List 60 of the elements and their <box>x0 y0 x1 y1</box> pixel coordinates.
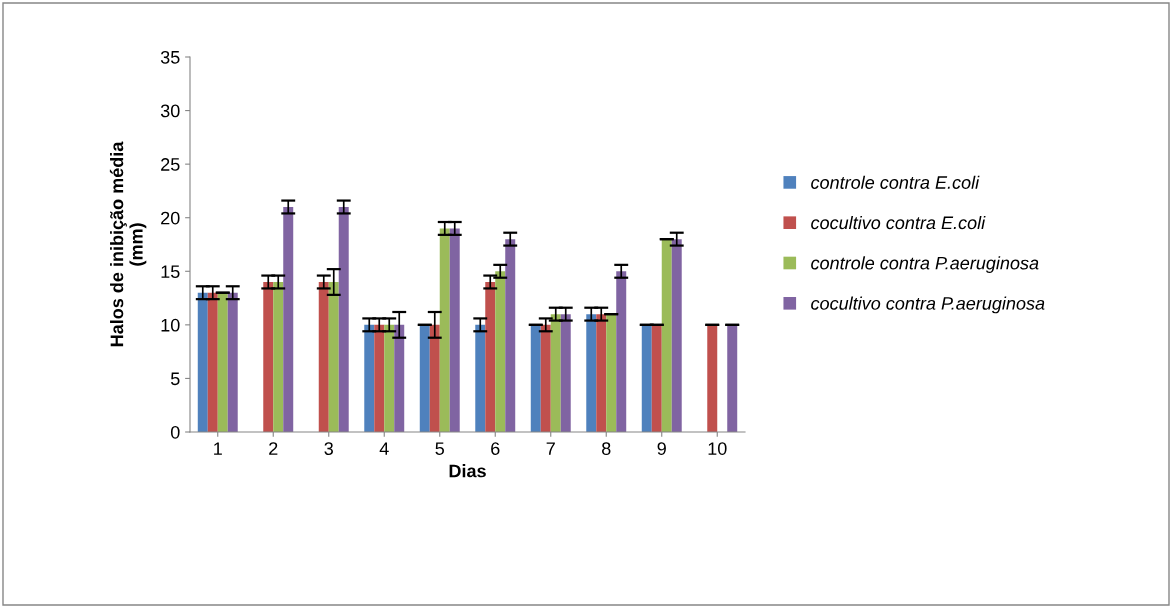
bar <box>707 324 718 432</box>
bar <box>550 314 561 432</box>
bar <box>606 314 617 432</box>
bar <box>449 228 460 432</box>
bar <box>283 207 294 432</box>
bar <box>429 324 440 432</box>
legend-label: cocultivo contra E.coli <box>811 215 986 230</box>
legend-label: controle contra E.coli <box>811 175 980 189</box>
y-tick-label: 25 <box>161 158 180 171</box>
bar <box>530 324 541 432</box>
bar <box>207 292 218 432</box>
bar <box>586 314 597 432</box>
bar <box>364 324 375 432</box>
x-tick-label: 5 <box>435 442 445 455</box>
bar <box>560 314 571 432</box>
bar <box>384 324 395 432</box>
x-axis-title: Dias <box>449 464 486 478</box>
bar <box>727 324 738 432</box>
y-axis-title: Halos de inibição média (mm) <box>109 141 147 347</box>
x-tick-label: 6 <box>491 442 500 455</box>
x-tick-label: 10 <box>708 442 727 455</box>
bar <box>273 282 284 432</box>
x-tick-label: 2 <box>269 442 278 455</box>
bar <box>263 282 274 432</box>
bar <box>475 324 486 432</box>
bar <box>596 314 607 432</box>
bar <box>540 324 551 432</box>
bar <box>439 228 450 432</box>
bar <box>328 282 339 432</box>
legend-label: controle contra P.aeruginosa <box>811 256 1039 274</box>
bar <box>616 271 627 432</box>
bar <box>651 324 662 432</box>
bar <box>671 239 682 432</box>
bar <box>338 207 349 432</box>
bar <box>661 239 672 432</box>
bar <box>217 292 228 432</box>
bar <box>318 282 329 432</box>
bar <box>227 292 238 432</box>
bar <box>505 239 516 432</box>
bar <box>419 324 430 432</box>
x-tick-label: 8 <box>602 442 611 455</box>
bar <box>394 324 405 432</box>
x-tick-label: 9 <box>657 442 666 455</box>
x-tick-label: 3 <box>324 442 333 455</box>
y-tick-label: 20 <box>161 211 180 225</box>
bar <box>485 282 496 432</box>
y-tick-label: 15 <box>161 265 180 279</box>
bar <box>197 292 208 432</box>
x-tick-label: 4 <box>379 442 389 455</box>
bar <box>641 324 652 432</box>
y-tick-label: 30 <box>160 104 180 118</box>
y-tick-label: 0 <box>170 425 180 439</box>
y-tick-label: 35 <box>160 50 180 64</box>
y-tick-label: 10 <box>161 318 180 332</box>
y-tick-label: 5 <box>170 372 180 386</box>
bar <box>374 324 385 432</box>
x-tick-label: 1 <box>214 442 222 455</box>
legend-label: cocultivo contra P.aeruginosa <box>811 296 1045 314</box>
x-tick-label: 7 <box>546 442 555 455</box>
bar <box>495 271 506 432</box>
